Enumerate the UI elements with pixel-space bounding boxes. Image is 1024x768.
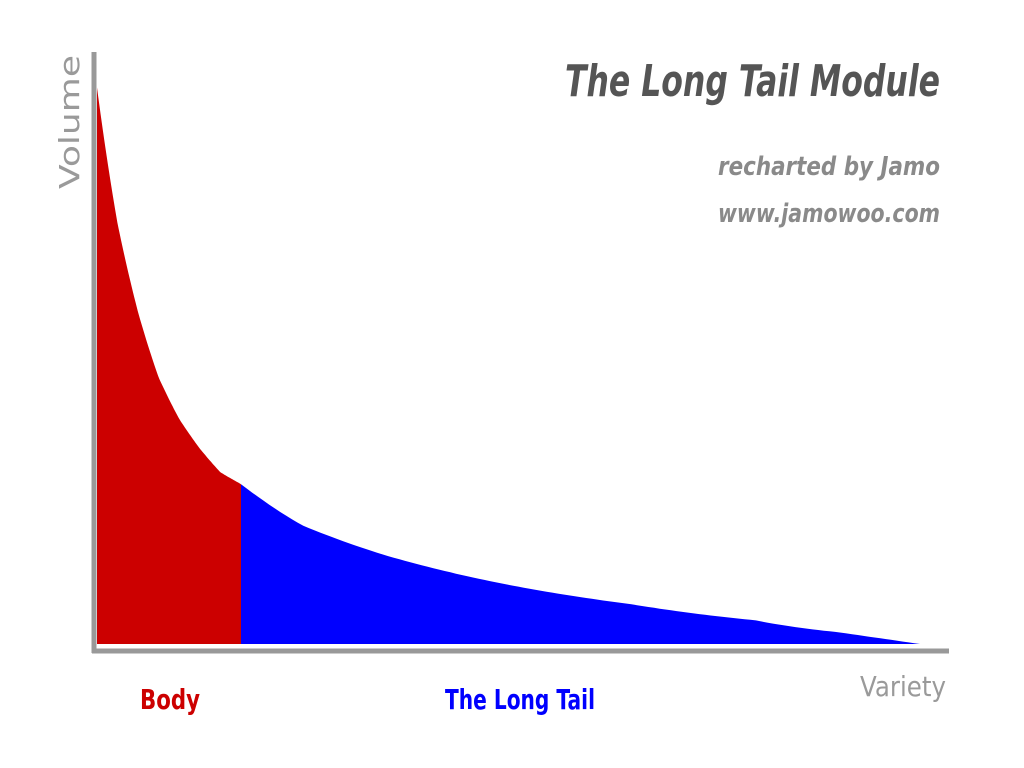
body-region-label: Body <box>140 683 200 716</box>
long-tail-region-label: The Long Tail <box>445 683 595 716</box>
long-tail-area <box>241 484 920 644</box>
chart-subtitle-line-1: recharted by Jamo <box>718 152 940 182</box>
y-axis-label: Volume <box>53 55 86 189</box>
body-area <box>97 87 241 644</box>
chart-subtitle-line-2: www.jamowoo.com <box>718 199 940 229</box>
chart-title: The Long Tail Module <box>565 56 940 107</box>
chart-areas <box>97 87 920 644</box>
x-axis-label: Variety <box>860 670 946 703</box>
